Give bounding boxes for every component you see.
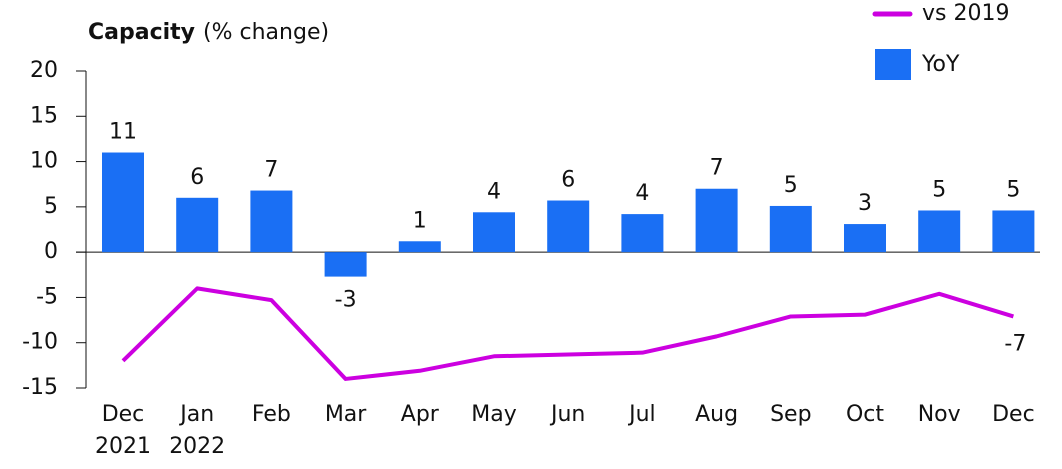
data-label: 7 [264,158,278,183]
x-tick-label: Feb [252,402,291,427]
bar [473,212,515,253]
data-label: 5 [1006,177,1020,202]
y-tick-label: -15 [22,375,58,400]
y-tick-label: -5 [36,284,58,309]
x-tick-label: Nov [918,402,961,427]
bar [324,252,367,277]
x-tick-label: Aug [695,402,738,427]
x-tick-label: Oct [846,402,884,427]
data-label: 6 [561,168,575,193]
title: Capacity [88,20,195,45]
subtitle: (% change) [203,20,329,45]
bar [102,152,144,253]
x-tick-label: May [471,402,516,427]
legend-label: YoY [921,52,960,77]
x-tick-label: Dec 2021 [95,402,151,459]
x-tick-label: Jun [549,402,585,427]
x-tick-label: Apr [401,402,440,427]
bar [695,188,738,253]
bar [844,224,886,253]
y-tick-label: 10 [30,149,58,174]
x-tick-label: Mar [325,402,367,427]
bar [769,205,812,253]
data-label: 1 [413,208,427,233]
x-tick-label: Jul [627,402,656,427]
data-label: 11 [109,120,137,145]
data-label: 7 [710,156,724,181]
x-tick-label: Sep [770,402,811,427]
data-label: 4 [487,179,501,204]
data-label: 5 [932,177,946,202]
data-label: -7 [1004,331,1026,356]
y-tick-label: -10 [22,330,58,355]
chart-title: Capacity (% change) [88,20,329,45]
data-label: 5 [784,173,798,198]
bar [176,197,219,253]
bar [398,241,441,253]
bar [547,200,590,253]
data-label: 6 [190,165,204,190]
x-tick-label: Dec [992,402,1035,427]
legend-swatch [875,49,911,80]
line [121,286,1014,381]
data-label: 4 [635,181,649,206]
y-tick-label: 20 [30,58,58,83]
legend-label: vs 2019 [922,1,1009,26]
bar [918,210,961,253]
y-tick-label: 0 [44,239,58,264]
bar [992,210,1035,253]
data-label: 3 [858,191,872,216]
x-tick-label: Jan 2022 [169,402,225,459]
bar [621,214,664,253]
data-label: -3 [335,288,357,313]
bar [250,190,293,253]
y-tick-label: 5 [44,194,58,219]
y-tick-label: 15 [30,103,58,128]
